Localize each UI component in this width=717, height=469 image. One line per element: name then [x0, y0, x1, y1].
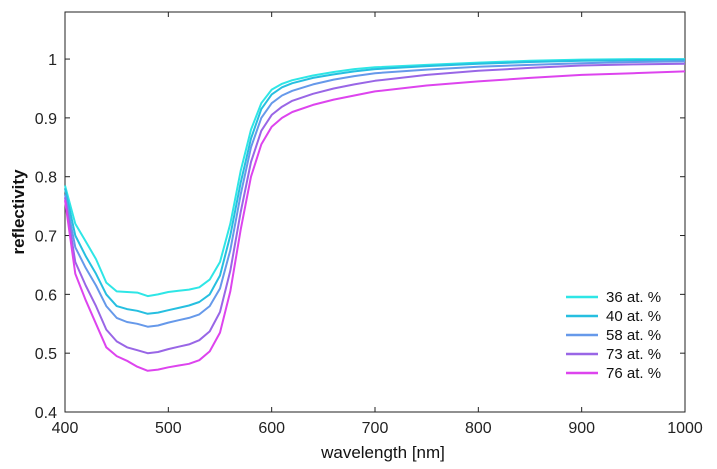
series-line-5: [64, 70, 686, 372]
y-tick-label: 0.4: [35, 405, 57, 422]
x-tick-label: 700: [362, 420, 389, 437]
legend-label-3: 58 at. %: [606, 327, 661, 344]
y-tick-label: 0.5: [35, 346, 57, 363]
series-lines: [64, 58, 686, 372]
y-tick-label: 0.9: [35, 111, 57, 128]
y-tick-label: 0.8: [35, 170, 57, 187]
legend-label-5: 76 at. %: [606, 365, 661, 382]
legend-label-4: 73 at. %: [606, 346, 661, 363]
x-tick-label: 800: [465, 420, 492, 437]
x-tick-label: 600: [258, 420, 285, 437]
series-line-1: [64, 58, 685, 298]
y-tick-label: 1: [48, 52, 57, 69]
x-axis-ticks: 400 500 600 700 800 900 1000: [52, 12, 703, 437]
legend-label-2: 40 at. %: [606, 308, 661, 325]
x-tick-label: 900: [568, 420, 595, 437]
series-line-2: [64, 58, 686, 315]
y-axis-title: reflectivity: [9, 169, 28, 255]
x-tick-label: 400: [52, 420, 79, 437]
y-tick-label: 0.6: [35, 287, 57, 304]
x-tick-label: 500: [155, 420, 182, 437]
plot-area: [64, 11, 686, 413]
y-tick-label: 0.7: [35, 229, 57, 246]
y-axis-ticks: 0.4 0.5 0.6 0.7 0.8 0.9 1: [35, 52, 685, 422]
legend: 36 at. % 40 at. % 58 at. % 73 at. % 76 at. %: [566, 289, 661, 382]
series-line-4: [64, 62, 686, 355]
x-axis-title: wavelength [nm]: [320, 443, 445, 462]
legend-label-1: 36 at. %: [606, 289, 661, 306]
x-tick-label: 1000: [667, 420, 703, 437]
series-line-3: [64, 60, 686, 328]
